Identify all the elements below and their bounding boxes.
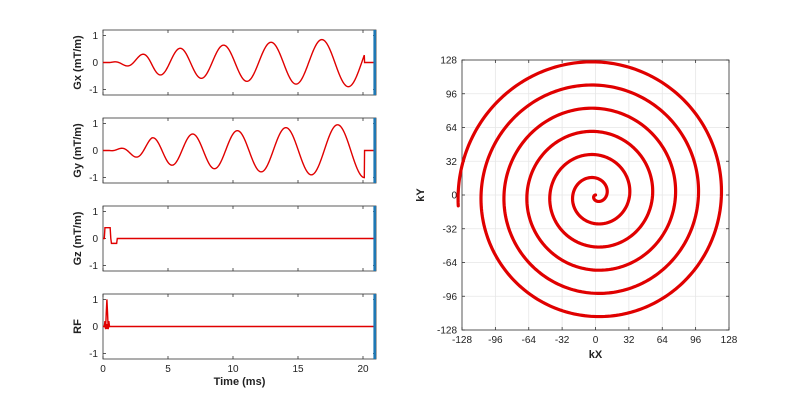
x-tick-label: 15	[292, 364, 304, 375]
x-tick-label: -64	[522, 335, 537, 346]
kspace-spiral-line	[456, 60, 724, 319]
x-tick-label: 20	[357, 364, 369, 375]
x-tick-label: -128	[452, 335, 472, 346]
y-tick-label: 96	[446, 89, 458, 100]
y-axis-label: RF	[72, 319, 84, 334]
x-tick-label: -96	[488, 335, 503, 346]
y-tick-label: -1	[89, 349, 98, 360]
x-tick-label: 0	[593, 335, 599, 346]
y-tick-label: 1	[92, 207, 98, 218]
gx-chart: -1 0 1 Gx (mT/m)	[72, 29, 377, 96]
y-tick-label: 0	[92, 322, 98, 333]
y-axis-label: kY	[415, 188, 427, 202]
series-line	[103, 38, 375, 88]
y-tick-label: 1	[92, 295, 98, 306]
y-tick-label: -1	[89, 173, 98, 184]
y-tick-label: 0	[92, 234, 98, 245]
y-tick-label: 32	[446, 157, 458, 168]
series-line	[103, 226, 375, 245]
series-line	[103, 299, 375, 330]
gy-chart: -1 0 1 Gy (mT/m)	[72, 117, 377, 184]
y-axis-label: Gz (mT/m)	[72, 211, 84, 265]
y-tick-label: -1	[89, 261, 98, 272]
y-tick-label: 0	[92, 146, 98, 157]
y-tick-label: -32	[443, 224, 458, 235]
kspace-chart: -128 -96 -64 -32 0 32 64 96 128 -128 -96 -64 -32 0 32 6…	[415, 56, 738, 362]
y-tick-label: 0	[451, 191, 457, 202]
x-tick-label: 10	[227, 364, 239, 375]
x-tick-label: 64	[657, 335, 669, 346]
x-tick-label: 96	[690, 335, 702, 346]
series-line	[103, 124, 375, 179]
y-tick-label: 0	[92, 58, 98, 69]
y-axis-label: Gy (mT/m)	[72, 123, 84, 178]
gz-chart: -1 0 1 Gz (mT/m)	[72, 205, 377, 272]
y-tick-label: -1	[89, 85, 98, 96]
rf-pulse-marker	[104, 323, 110, 330]
x-tick-label: -32	[555, 335, 570, 346]
y-tick-label: -64	[443, 258, 458, 269]
y-tick-label: 1	[92, 119, 98, 130]
y-tick-label: 64	[446, 123, 458, 134]
y-axis-label: Gx (mT/m)	[72, 35, 84, 90]
x-tick-label: 128	[721, 335, 738, 346]
y-tick-label: -96	[443, 292, 458, 303]
x-axis-label: Time (ms)	[214, 376, 266, 388]
y-tick-label: -128	[437, 326, 457, 337]
y-tick-label: 1	[92, 31, 98, 42]
x-tick-label: 5	[165, 364, 171, 375]
x-axis-label: kX	[589, 349, 603, 361]
y-tick-label: 128	[440, 56, 457, 67]
x-tick-label: 0	[100, 364, 106, 375]
x-tick-label: 32	[623, 335, 635, 346]
